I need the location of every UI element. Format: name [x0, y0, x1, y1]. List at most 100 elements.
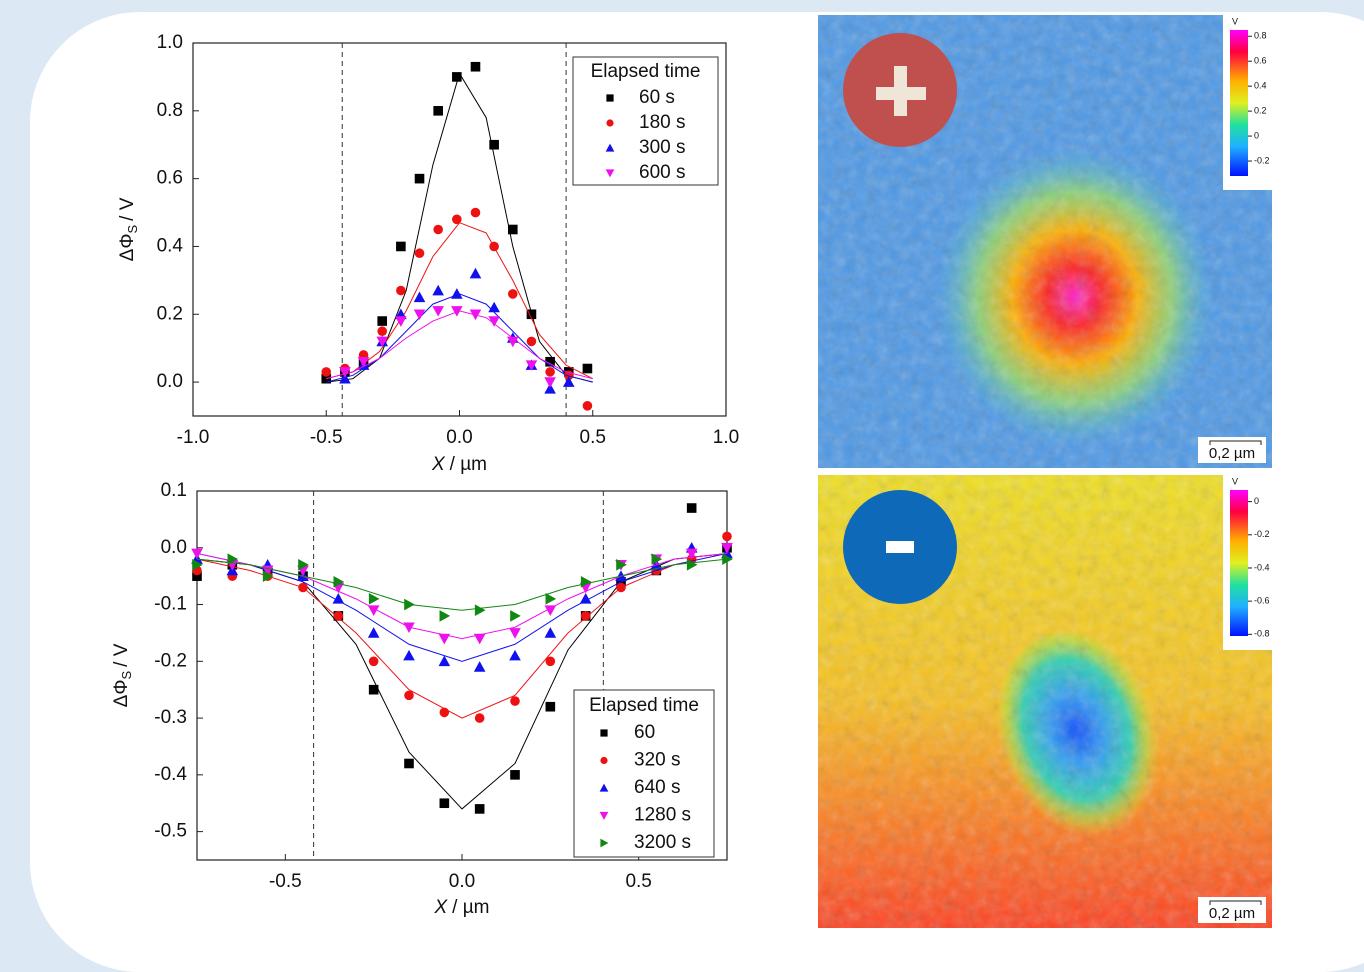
data-point [686, 503, 697, 513]
data-point [451, 288, 463, 299]
y-axis-subscript: S [119, 671, 134, 680]
legend-label: 60 [634, 722, 655, 743]
data-point [439, 798, 450, 809]
data-point [510, 770, 520, 780]
x-tick-label: 0.5 [580, 427, 606, 448]
data-point [489, 139, 499, 150]
legend-label: 180 s [639, 112, 685, 133]
colorbar-tick-label: 0 [1254, 130, 1259, 140]
colorbar [1230, 30, 1248, 176]
data-point [545, 701, 556, 712]
data-point [545, 356, 555, 367]
data-point [544, 605, 557, 617]
data-point [403, 622, 415, 634]
data-point [526, 309, 537, 320]
data-point [227, 553, 239, 565]
data-point [432, 306, 444, 317]
legend-label: 1280 s [634, 805, 691, 826]
colorbar-unit: V [1232, 16, 1238, 26]
data-point [474, 713, 485, 723]
y-tick-label: -0.4 [154, 764, 187, 785]
x-tick-label: 1.0 [713, 427, 739, 448]
data-point [452, 214, 462, 225]
x-axis-label: X / µm [433, 897, 489, 918]
scale-bar-label: 0,2 µm [1209, 445, 1255, 462]
legend-marker [606, 94, 614, 102]
data-point [192, 571, 202, 581]
data-point [470, 207, 481, 218]
data-point [377, 326, 388, 337]
legend-title: Elapsed time [589, 695, 699, 716]
legend-box [572, 56, 719, 186]
colorbar-tick-label: 0 [1254, 496, 1259, 506]
data-point [616, 582, 626, 593]
data-point [722, 553, 733, 565]
data-point [545, 656, 556, 667]
data-point [451, 306, 463, 317]
data-point [582, 401, 593, 411]
y-tick-label: 1.0 [157, 32, 183, 53]
data-point [473, 633, 486, 645]
data-point [298, 582, 308, 593]
data-point [333, 576, 345, 588]
colorbar-tick-label: 0.8 [1254, 31, 1267, 41]
minus-icon [886, 541, 914, 553]
y-tick-label: 0.2 [157, 303, 183, 324]
legend-title: Elapsed time [591, 61, 701, 82]
x-tick-label: -0.5 [310, 427, 343, 448]
data-point [651, 553, 663, 565]
y-tick-label: 0.1 [161, 480, 187, 501]
data-point [414, 248, 425, 259]
fit-line [196, 552, 728, 719]
y-axis-unit: / V [111, 643, 132, 667]
data-point [332, 593, 345, 604]
data-point [616, 559, 627, 571]
data-point [192, 559, 203, 571]
data-point [403, 649, 415, 661]
scale-bar [1209, 900, 1262, 905]
legend-box [573, 689, 715, 858]
scale-bar [1209, 440, 1262, 445]
data-point [469, 267, 482, 279]
data-point [562, 376, 575, 387]
y-tick-label: 0.8 [157, 100, 183, 121]
y-axis-label: ΔΦS / V [111, 643, 134, 707]
data-point [404, 758, 414, 769]
data-point [489, 241, 499, 252]
legend-marker [600, 729, 608, 737]
data-point [508, 224, 518, 235]
data-point [525, 360, 538, 371]
y-tick-label: 0.0 [161, 537, 187, 558]
legend-marker [605, 169, 615, 178]
x-tick-label: -0.5 [269, 871, 302, 892]
legend-label: 60 s [639, 87, 675, 108]
data-point [438, 655, 451, 667]
y-tick-label: -0.2 [154, 650, 187, 671]
data-point [298, 559, 309, 571]
data-point [333, 611, 344, 621]
data-point [721, 542, 733, 554]
legend-label: 640 s [634, 777, 680, 798]
data-point [404, 598, 415, 611]
legend-label: 300 s [639, 137, 685, 158]
legend-label: 600 s [639, 162, 685, 183]
fit-line [196, 552, 728, 662]
data-point [469, 309, 482, 321]
data-point [473, 661, 486, 672]
legend-marker [606, 119, 614, 127]
y-tick-label: 0.6 [157, 168, 183, 189]
data-point [368, 656, 379, 667]
data-point [545, 367, 555, 377]
x-tick-label: 0.5 [625, 871, 651, 892]
legend-label: 3200 s [634, 832, 691, 853]
data-point [580, 576, 592, 588]
colorbar-tick-label: -0.2 [1254, 529, 1270, 539]
legend-marker [605, 143, 615, 152]
data-point [367, 627, 380, 638]
data-point [433, 106, 443, 116]
colorbar-tick-label: 0.4 [1254, 81, 1267, 91]
legend-marker [599, 783, 609, 792]
figure: -1.0 -0.5 0.0 0.5 1.00.00.20.40.60.81.0X / µm… [111, 15, 1272, 928]
data-point [488, 316, 500, 327]
data-point [321, 367, 332, 377]
